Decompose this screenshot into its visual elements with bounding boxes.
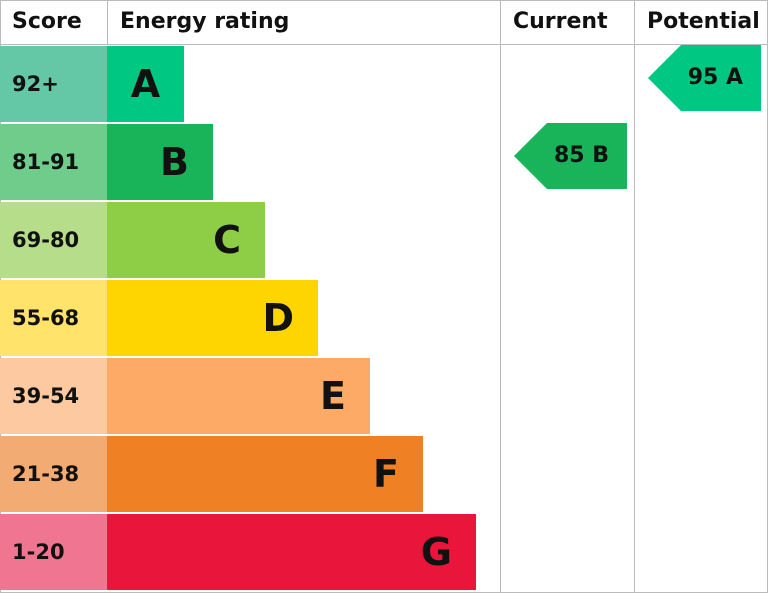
divider (107, 0, 108, 44)
header-rule (0, 44, 768, 45)
rating-bar: E (107, 358, 370, 434)
rating-bar: A (107, 46, 184, 122)
score-cell: 39-54 (0, 358, 107, 434)
arrow-shape (648, 45, 761, 111)
potential-label: 95 A (687, 65, 743, 90)
current-label: 85 B (553, 143, 609, 168)
arrow-shape (514, 123, 627, 189)
potential-header: Potential (647, 9, 760, 34)
divider (634, 0, 635, 593)
score-cell: 21-38 (0, 436, 107, 512)
rating-header: Energy rating (120, 9, 290, 34)
rating-bar: C (107, 202, 265, 278)
current-arrow: 85 B (514, 123, 627, 189)
potential-arrow: 95 A (648, 45, 761, 111)
score-cell: 1-20 (0, 514, 107, 590)
score-cell: 92+ (0, 46, 107, 122)
rating-bar: G (107, 514, 476, 590)
rating-bar: F (107, 436, 423, 512)
score-cell: 69-80 (0, 202, 107, 278)
score-header: Score (12, 9, 82, 34)
score-cell: 81-91 (0, 124, 107, 200)
rating-bar: B (107, 124, 213, 200)
divider (500, 0, 501, 593)
rating-bar: D (107, 280, 318, 356)
score-cell: 55-68 (0, 280, 107, 356)
current-header: Current (513, 9, 608, 34)
